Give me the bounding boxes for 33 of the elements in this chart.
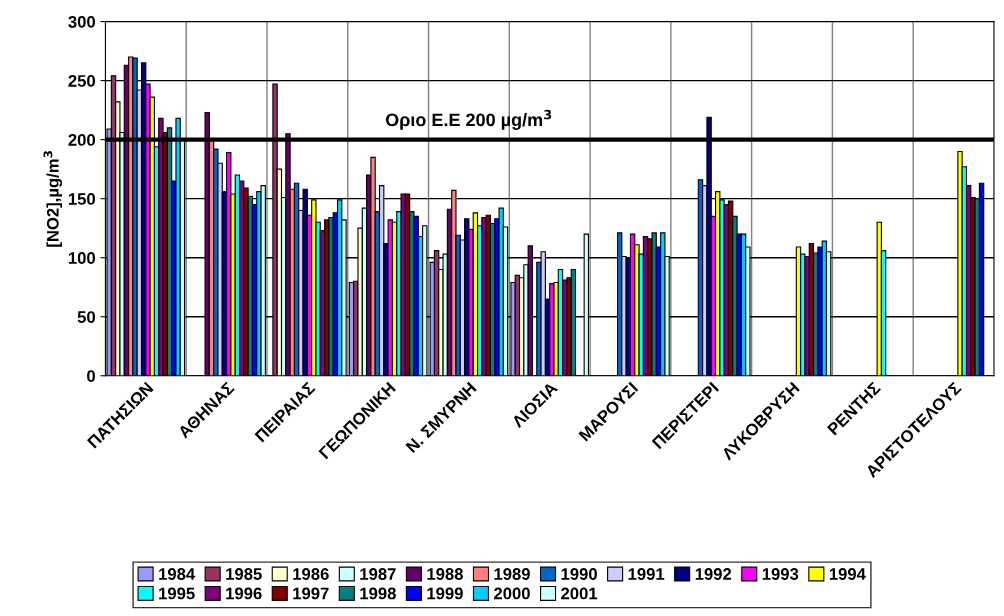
y-tick-label: 300 [68, 15, 96, 28]
bar [651, 232, 657, 376]
y-tick-label: 50 [77, 311, 96, 323]
legend-label: 2001 [561, 587, 598, 600]
legend-label: 1999 [427, 587, 463, 600]
legend-label: 1995 [159, 587, 195, 600]
legend-label: 1993 [762, 568, 799, 580]
y-tick-label: 200 [68, 134, 96, 146]
y-tick-label: 150 [68, 193, 96, 205]
bar [328, 216, 334, 376]
legend-label: 1992 [695, 568, 732, 580]
legend-label: 1989 [494, 568, 530, 580]
y-tick-label: 0 [87, 370, 96, 382]
legend-label: 1998 [360, 587, 396, 600]
legend-label: 1986 [293, 568, 329, 580]
legend-label: 1985 [226, 568, 262, 580]
y-tick-label: 250 [68, 74, 96, 87]
bar [387, 219, 394, 376]
legend-label: 1996 [226, 587, 262, 600]
legend-label: 1997 [293, 587, 329, 600]
legend-label: 1984 [159, 568, 196, 580]
legend-label: 1990 [561, 568, 597, 580]
legend-label: 2000 [494, 587, 530, 600]
bar [498, 207, 504, 376]
legend-label: 1988 [427, 568, 463, 580]
legend-label: 1991 [628, 568, 665, 580]
legend-label: 1994 [829, 568, 866, 580]
y-tick-label: 100 [68, 252, 96, 264]
bar [485, 214, 492, 376]
legend-label: 1987 [360, 568, 396, 580]
y-axis-title: [NO2],µg/m$^{3}$ [43, 151, 63, 247]
bar [413, 215, 419, 376]
ref-line-label: Οριο Ε.Ε 200 µg/m$^{3}$ [385, 109, 552, 130]
